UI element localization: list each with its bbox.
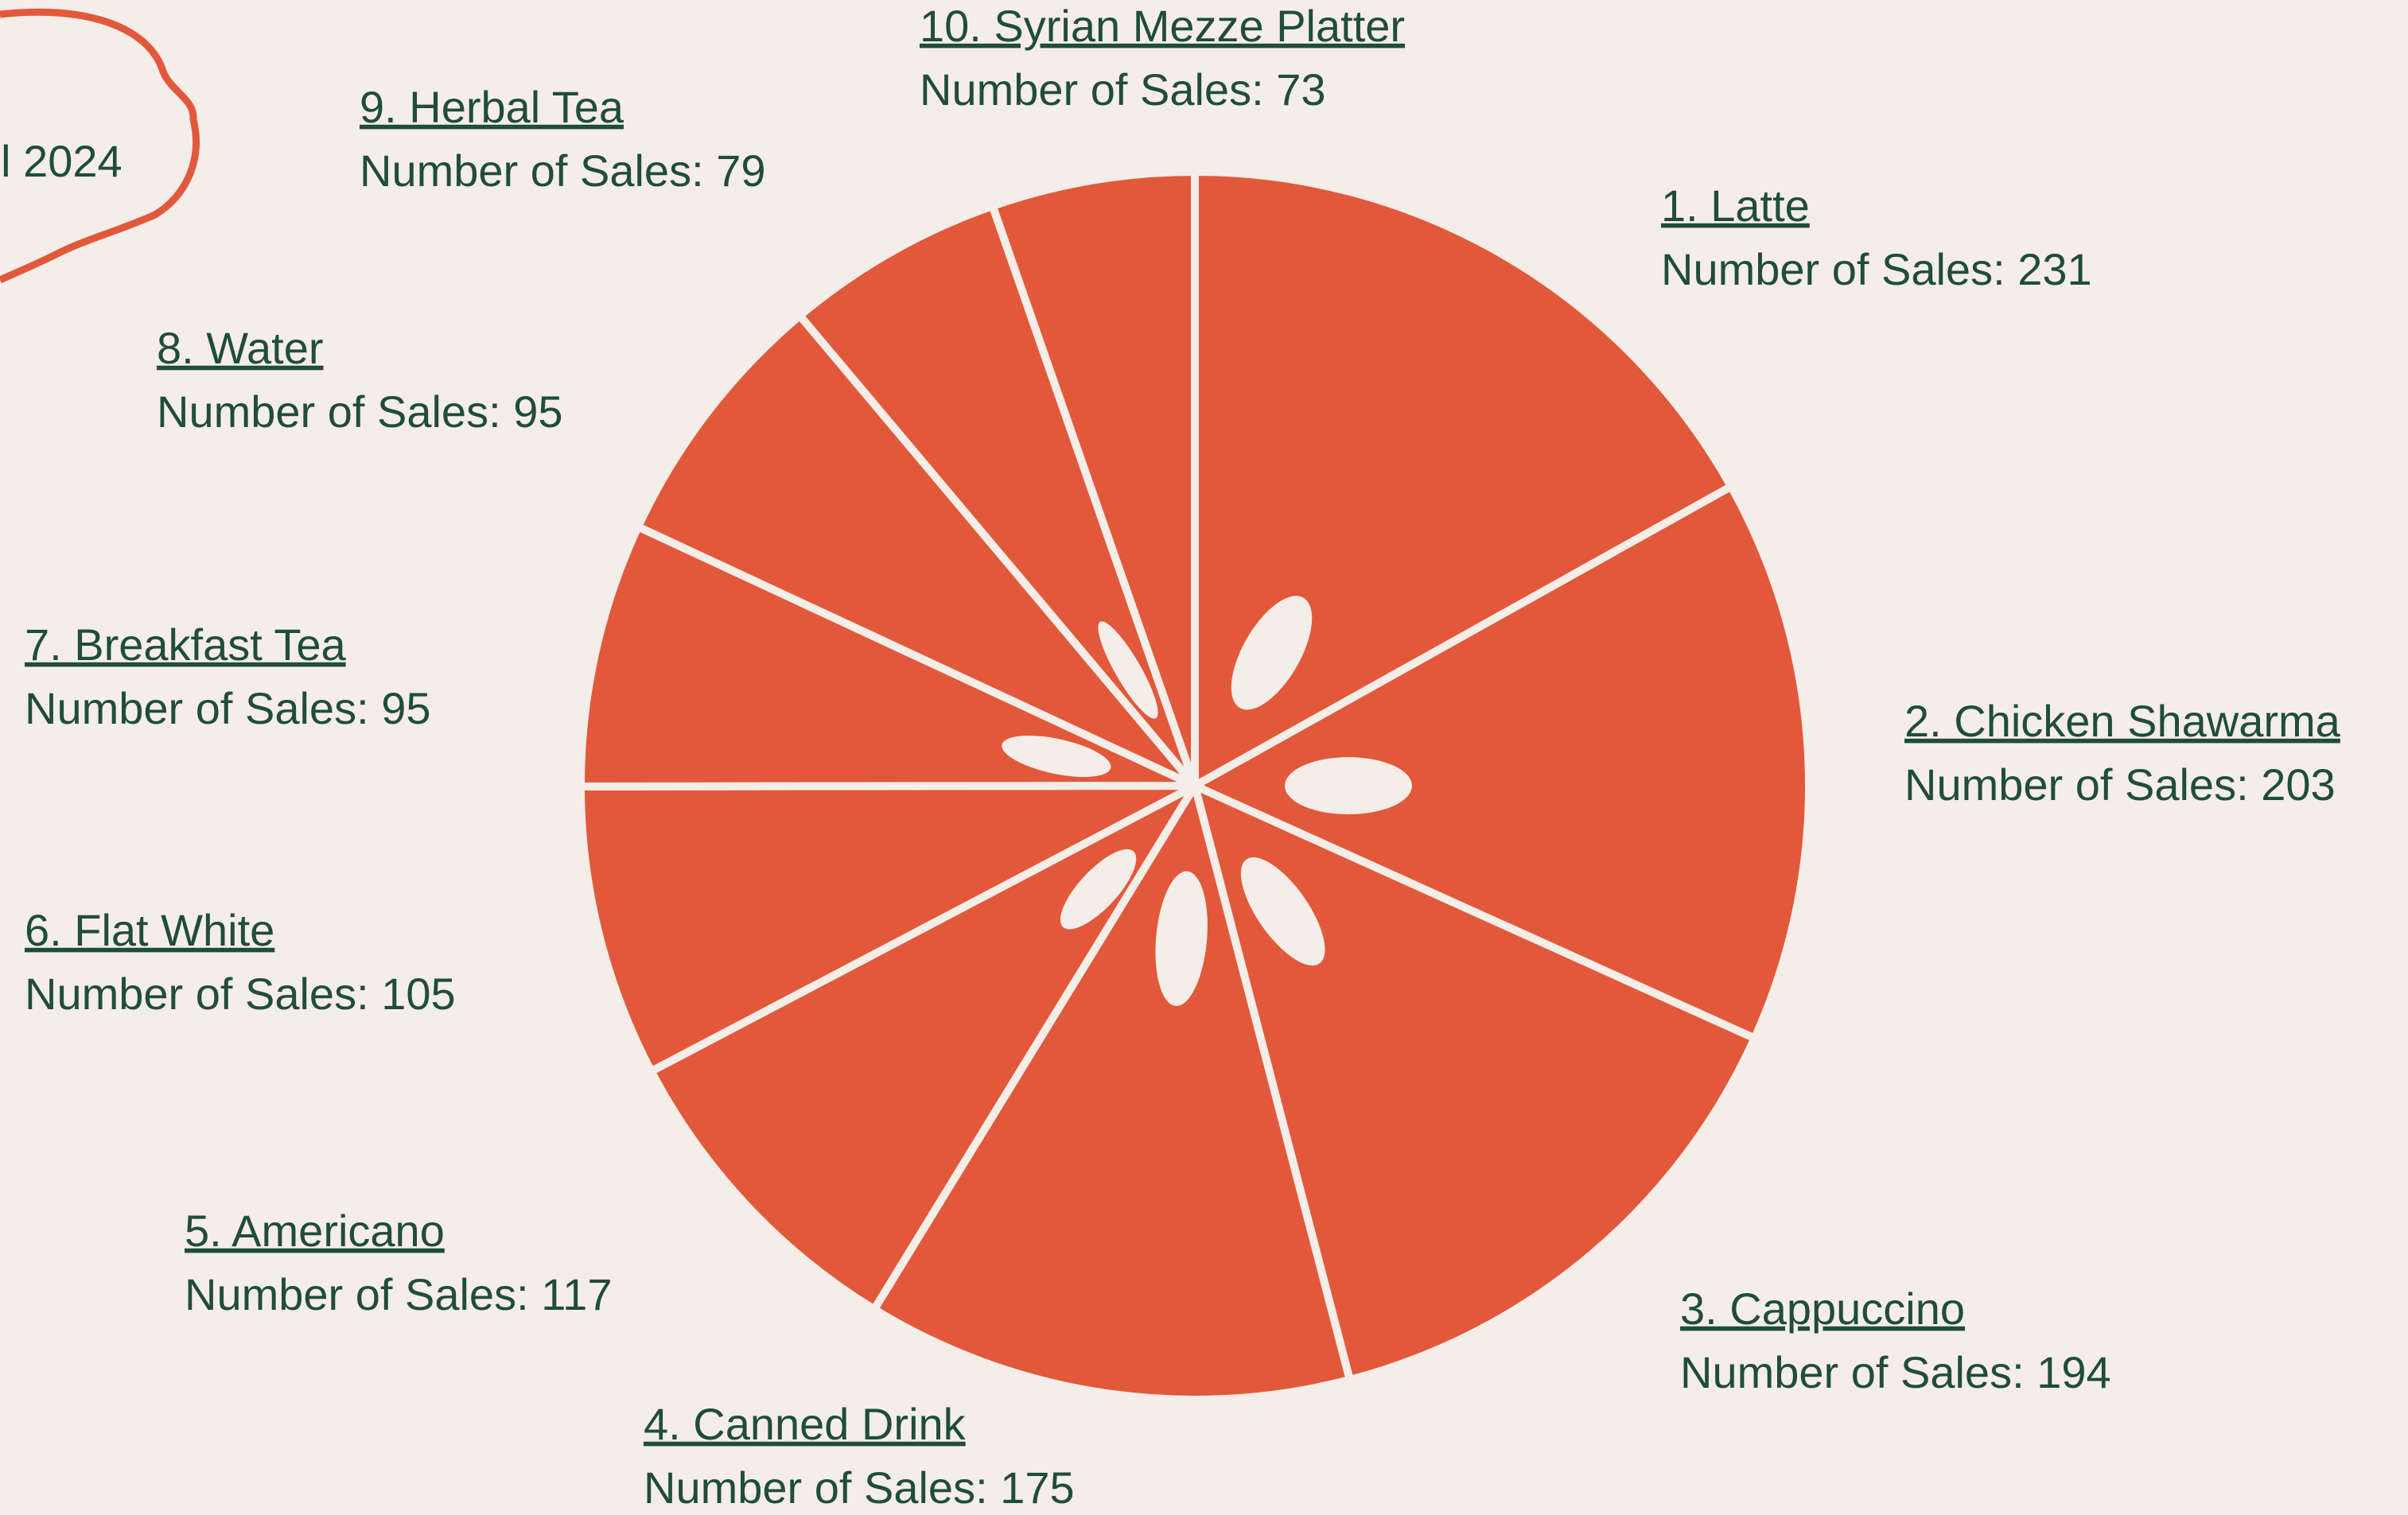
value-label: Number of Sales: 95 — [25, 683, 430, 733]
slice-label: 6. Flat White — [25, 905, 274, 955]
value-label: Number of Sales: 117 — [185, 1269, 612, 1319]
value-label: Number of Sales: 194 — [1680, 1347, 2111, 1397]
slice-label: 10. Syrian Mezze Platter — [920, 1, 1405, 51]
value-label: Number of Sales: 203 — [1904, 759, 2336, 810]
chart: ril 2024 1. Latte Number of Sales: 231 2. … — [0, 0, 2408, 1515]
petal — [1285, 757, 1412, 814]
slice-label: 1. Latte — [1661, 181, 1810, 231]
value-label: Number of Sales: 95 — [157, 387, 562, 437]
slice-label: 2. Chicken Shawarma — [1904, 696, 2341, 746]
pie — [581, 172, 1809, 1400]
slice-label: 7. Breakfast Tea — [25, 620, 347, 670]
value-label: Number of Sales: 231 — [1661, 244, 2092, 294]
slice-label: 8. Water — [157, 323, 324, 373]
slice-label: 3. Cappuccino — [1680, 1284, 1965, 1334]
slice-label: 4. Canned Drink — [644, 1399, 967, 1449]
slice-label: 9. Herbal Tea — [360, 82, 624, 132]
value-label: Number of Sales: 73 — [920, 64, 1325, 115]
value-label: Number of Sales: 175 — [644, 1463, 1075, 1513]
value-label: Number of Sales: 79 — [360, 146, 765, 196]
value-label: Number of Sales: 105 — [25, 969, 456, 1019]
annotation: ril 2024 — [0, 136, 123, 186]
slice-label: 5. Americano — [185, 1206, 445, 1256]
